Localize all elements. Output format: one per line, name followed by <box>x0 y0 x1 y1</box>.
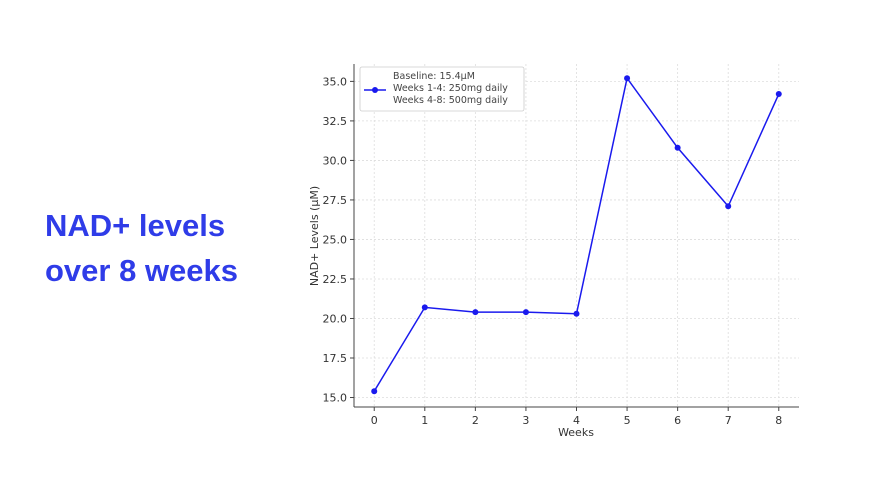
y-axis-label: NAD+ Levels (µM) <box>308 186 321 286</box>
legend-box <box>359 66 525 112</box>
legend-entry-line: Weeks 1-4: 250mg daily <box>393 83 508 94</box>
data-point <box>624 75 631 82</box>
x-tick-label: 4 <box>573 414 580 427</box>
y-tick-label: 32.5 <box>323 115 348 128</box>
x-tick-label: 8 <box>775 414 782 427</box>
x-tick-label: 6 <box>674 414 681 427</box>
x-tick-label: 0 <box>371 414 378 427</box>
series <box>371 75 782 395</box>
x-tick-label: 5 <box>624 414 631 427</box>
x-axis-label: Weeks <box>558 426 594 439</box>
data-point <box>421 304 428 311</box>
data-point <box>371 388 378 395</box>
heading-line-1: NAD+ levels <box>45 208 226 243</box>
data-point <box>472 309 479 316</box>
data-point <box>522 309 529 316</box>
y-tick-label: 25.0 <box>323 233 348 246</box>
axes <box>353 64 799 408</box>
legend-marker <box>372 87 378 93</box>
data-point <box>674 144 681 151</box>
x-tick-label: 3 <box>522 414 529 427</box>
y-tick-label: 20.0 <box>323 312 348 325</box>
x-tick-label: 1 <box>421 414 428 427</box>
x-tick-label: 2 <box>472 414 479 427</box>
y-tick-label: 17.5 <box>323 352 348 365</box>
y-tick-label: 15.0 <box>323 392 348 405</box>
y-tick-label: 30.0 <box>323 154 348 167</box>
data-point <box>775 91 782 98</box>
slide-heading: NAD+ levels over 8 weeks <box>45 203 285 293</box>
y-tick-label: 27.5 <box>323 194 348 207</box>
ticks: 0 1 2 3 4 5 6 7 8 15.0 17.5 20.0 22.5 25.0 27.5 30.0 32.… <box>323 75 783 427</box>
y-tick-label: 22.5 <box>323 273 348 286</box>
data-point <box>725 203 732 210</box>
heading-line-2: over 8 weeks <box>45 253 239 288</box>
grid <box>354 64 799 407</box>
y-tick-label: 35.0 <box>323 75 348 88</box>
x-tick-label: 7 <box>725 414 732 427</box>
legend-entry-line: Baseline: 15.4µM <box>393 71 475 82</box>
legend-entry-line: Weeks 4-8: 500mg daily <box>393 95 508 106</box>
data-point <box>573 310 580 317</box>
